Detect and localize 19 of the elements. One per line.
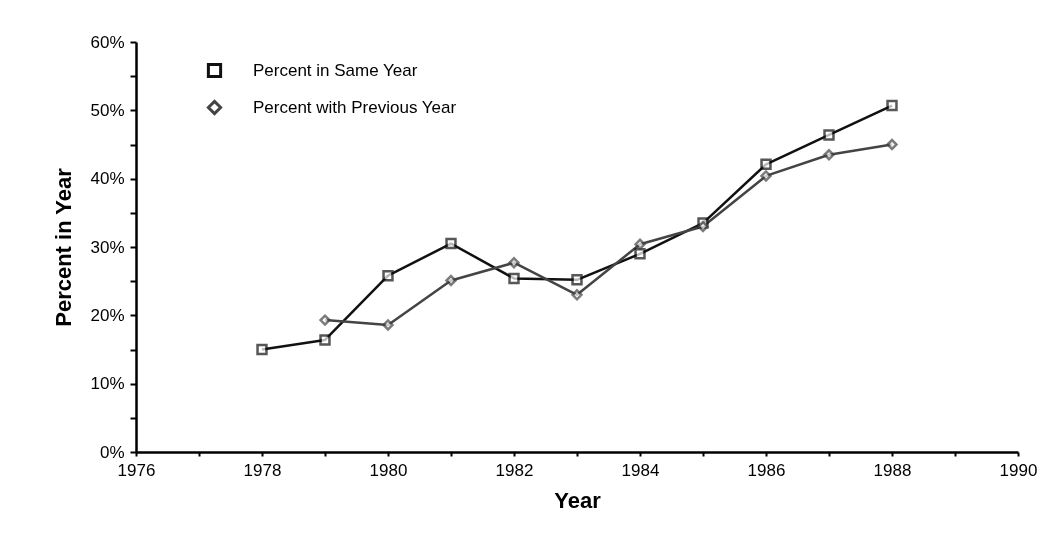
y-tick-label: 40% — [90, 169, 125, 189]
y-tick-label: 30% — [90, 237, 125, 257]
x-tick-label: 1986 — [747, 460, 786, 480]
y-tick-label: 0% — [99, 442, 125, 462]
x-tick-label: 1990 — [999, 460, 1038, 480]
x-tick-label: 1976 — [117, 460, 156, 480]
x-tick-label: 1988 — [873, 460, 912, 480]
y-tick-label: 20% — [90, 305, 125, 325]
x-tick-label: 1984 — [621, 460, 660, 480]
legend-label: Percent in Same Year — [253, 60, 418, 80]
x-tick-label: 1978 — [243, 460, 282, 480]
y-tick-label: 60% — [90, 32, 125, 52]
y-axis-title: Percent in Year — [51, 167, 77, 327]
x-tick-label: 1980 — [369, 460, 408, 480]
x-axis-title: Year — [554, 487, 602, 513]
legend-label: Percent with Previous Year — [253, 97, 457, 117]
x-tick-label: 1982 — [495, 460, 534, 480]
y-tick-label: 10% — [90, 374, 125, 394]
y-tick-label: 50% — [90, 100, 125, 120]
